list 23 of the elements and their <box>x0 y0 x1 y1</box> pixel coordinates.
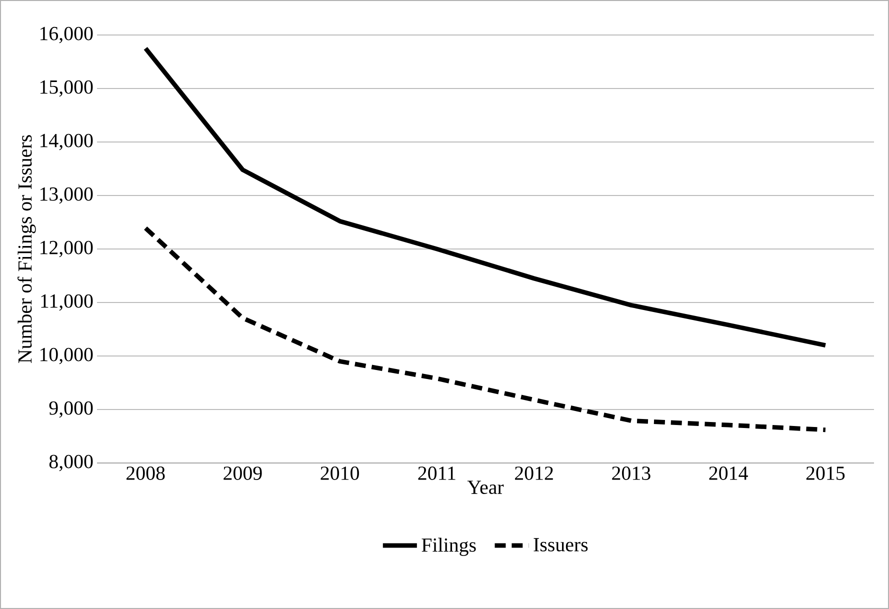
legend-label: Issuers <box>534 538 588 552</box>
x-tick-label: 2015 <box>806 466 845 480</box>
x-tick-label: 2012 <box>515 466 553 480</box>
y-tick-label: 14,000 <box>40 134 93 150</box>
y-tick-label: 8,000 <box>49 454 93 472</box>
x-tick-label: 2008 <box>126 466 165 480</box>
x-tick-label: 2009 <box>224 466 262 480</box>
y-tick-label: 11,000 <box>41 294 93 311</box>
y-tick-label: 15,000 <box>40 80 93 97</box>
y-tick-label: 16,000 <box>40 26 93 44</box>
y-axis-title: Number of Filings or Issuers <box>18 135 36 363</box>
y-tick-label: 9,000 <box>49 401 93 418</box>
y-tick-label: 12,000 <box>40 240 93 258</box>
x-tick-label: 2011 <box>418 466 456 480</box>
x-tick-label: 2013 <box>612 466 650 480</box>
legend-label: Filings <box>422 538 476 556</box>
y-tick-label: 10,000 <box>40 348 93 364</box>
line-series <box>143 46 828 348</box>
x-tick-label: 2010 <box>320 466 359 480</box>
x-tick-label: 2014 <box>709 466 748 480</box>
y-tick-label: 13,000 <box>40 187 93 204</box>
x-axis-title: Year <box>467 480 504 494</box>
line-series <box>143 226 828 432</box>
